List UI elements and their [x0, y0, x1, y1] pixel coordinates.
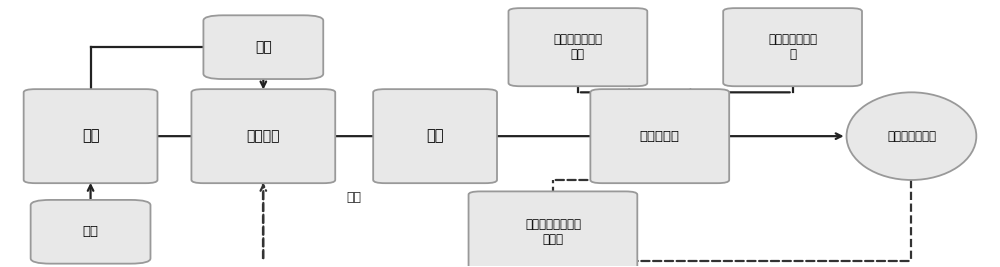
Text: 调节子罐的操作
参数: 调节子罐的操作 参数 — [553, 33, 602, 61]
Text: 获得菌体的宏观代
谢曲线: 获得菌体的宏观代 谢曲线 — [525, 218, 581, 246]
Text: 改变某一关键因
素: 改变某一关键因 素 — [768, 33, 817, 61]
Text: 母罐: 母罐 — [82, 129, 99, 144]
Text: 灭菌: 灭菌 — [255, 40, 272, 54]
Text: 一致性培养: 一致性培养 — [640, 130, 680, 143]
FancyBboxPatch shape — [373, 89, 497, 183]
Text: 前期发酵: 前期发酵 — [247, 129, 280, 143]
Text: 不同条件的培养: 不同条件的培养 — [887, 130, 936, 143]
FancyBboxPatch shape — [203, 15, 323, 79]
FancyBboxPatch shape — [191, 89, 335, 183]
FancyBboxPatch shape — [508, 8, 647, 86]
Ellipse shape — [847, 92, 976, 180]
FancyBboxPatch shape — [31, 200, 150, 264]
Text: 接种: 接种 — [83, 225, 99, 238]
FancyBboxPatch shape — [590, 89, 729, 183]
FancyBboxPatch shape — [723, 8, 862, 86]
Text: 移种: 移种 — [347, 191, 362, 204]
Text: 子罐: 子罐 — [426, 129, 444, 144]
FancyBboxPatch shape — [469, 191, 637, 267]
FancyBboxPatch shape — [24, 89, 157, 183]
